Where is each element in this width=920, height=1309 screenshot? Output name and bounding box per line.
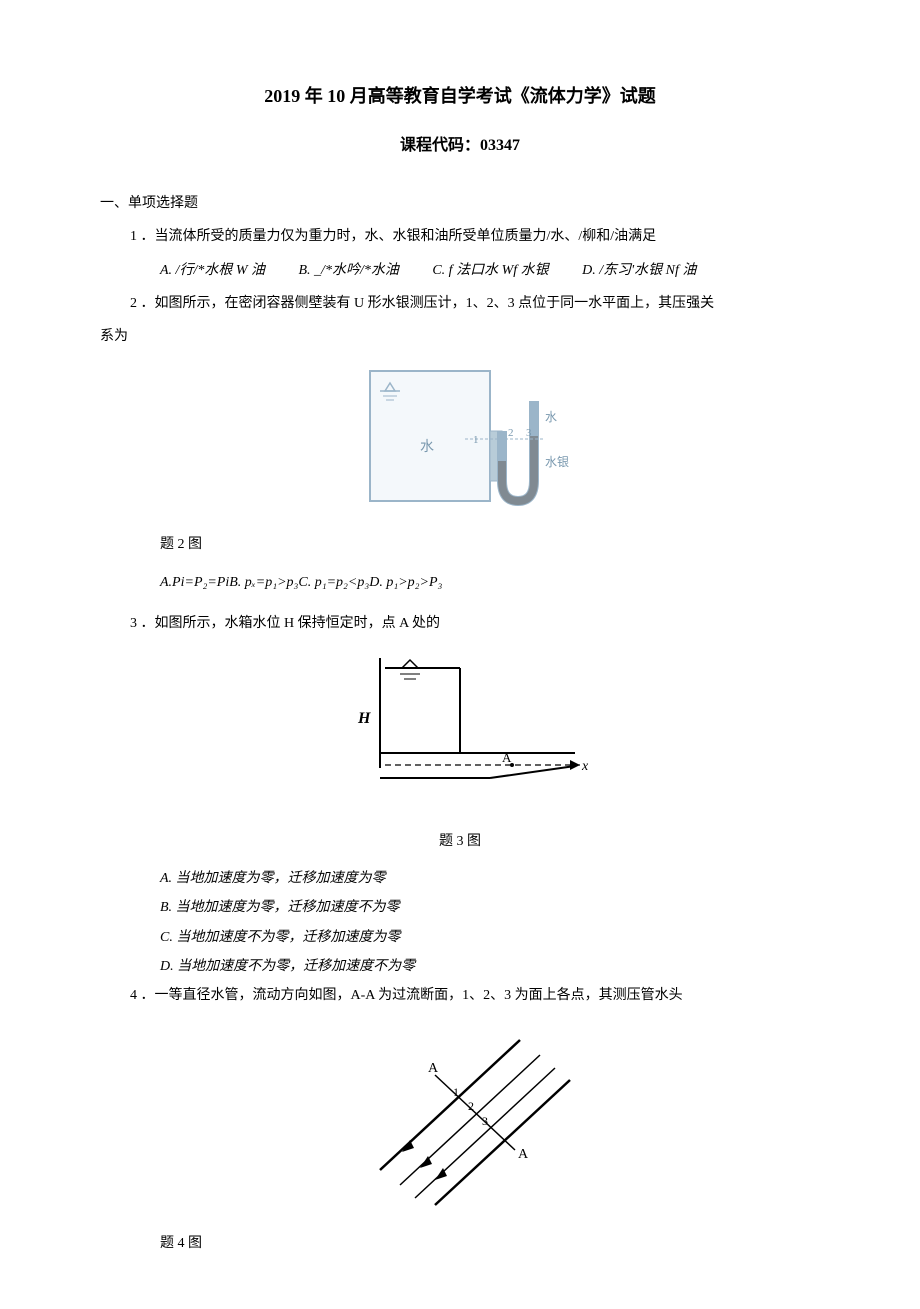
figure-2: 水 水 水银 1 2 3 [100, 361, 820, 520]
course-code: 课程代码：03347 [100, 132, 820, 161]
svg-text:水: 水 [420, 439, 434, 455]
question-1: 1 ．当流体所受的质量力仅为重力时，水、水银和油所受单位质量力/水、/柳和/油满… [130, 224, 820, 249]
question-4: 4 ．一等直径水管，流动方向如图，A-A 为过流断面，1、2、3 为面上各点，其… [130, 983, 820, 1008]
svg-text:水银: 水银 [545, 455, 569, 469]
course-code-label: 课程代码： [400, 137, 480, 154]
question-1-options: A. /行/*水根 W 油 B. _/*水吟/*水油 C. f 法口水 Wf 水… [160, 258, 820, 283]
svg-text:2: 2 [468, 1099, 474, 1113]
question-2-continued: 系为 [100, 324, 820, 349]
question-3: 3 ．如图所示，水箱水位 H 保持恒定时，点 A 处的 [130, 611, 820, 636]
option-d: D. /东习'水银 Nf 油 [582, 263, 696, 278]
question-text: ．如图所示，在密闭容器侧壁装有 U 形水银测压计，1、2、3 点位于同一水平面上… [141, 296, 715, 311]
figure-3-caption: 题 3 图 [100, 829, 820, 854]
question-3-options: A. 当地加速度为零，迁移加速度为零 B. 当地加速度为零，迁移加速度不为零 C… [160, 866, 820, 979]
svg-text:A: A [428, 1061, 439, 1076]
question-2-options: A.Pi=P₂=PiB. pₓ=p₁>p₃C. p₁=p₂<p₃D. p₁>p₂… [160, 570, 820, 595]
option-b: B. 当地加速度为零，迁移加速度不为零 [160, 895, 790, 920]
question-number: 3 [130, 616, 137, 631]
question-text: ．当流体所受的质量力仅为重力时，水、水银和油所受单位质量力/水、/柳和/油满足 [141, 229, 657, 244]
question-number: 4 [130, 988, 137, 1003]
svg-text:2: 2 [508, 427, 514, 439]
svg-text:水: 水 [545, 410, 557, 424]
svg-text:1: 1 [453, 1085, 459, 1099]
figure-4-label: 题 4 图 [160, 1231, 820, 1256]
question-2: 2 ．如图所示，在密闭容器侧壁装有 U 形水银测压计，1、2、3 点位于同一水平… [130, 291, 820, 316]
svg-text:x: x [581, 759, 589, 774]
question-number: 2 [130, 296, 137, 311]
page-title: 2019 年 10 月高等教育自学考试《流体力学》试题 [100, 80, 820, 112]
option-b: B. _/*水吟/*水油 [299, 263, 399, 278]
option-a: A. /行/*水根 W 油 [160, 263, 265, 278]
figure-4: 1 2 3 A A [100, 1020, 820, 1219]
section-heading: 一、单项选择题 [100, 191, 820, 216]
figure-2-label: 题 2 图 [160, 532, 820, 557]
svg-text:3: 3 [526, 427, 532, 439]
svg-text:3: 3 [482, 1114, 488, 1128]
svg-text:H: H [357, 710, 371, 727]
figure-3: H A x [100, 648, 820, 817]
svg-text:A: A [518, 1147, 529, 1162]
question-text: ．如图所示，水箱水位 H 保持恒定时，点 A 处的 [141, 616, 440, 631]
svg-text:A: A [502, 750, 512, 765]
option-d: D. 当地加速度不为零，迁移加速度不为零 [160, 954, 790, 979]
course-code-value: 03347 [480, 137, 520, 154]
option-c: C. 当地加速度不为零，迁移加速度为零 [160, 925, 790, 950]
svg-text:1: 1 [473, 434, 479, 446]
question-number: 1 [130, 229, 137, 244]
option-c: C. f 法口水 Wf 水银 [432, 263, 548, 278]
question-text: ．一等直径水管，流动方向如图，A-A 为过流断面，1、2、3 为面上各点，其测压… [141, 988, 683, 1003]
option-a: A. 当地加速度为零，迁移加速度为零 [160, 866, 790, 891]
